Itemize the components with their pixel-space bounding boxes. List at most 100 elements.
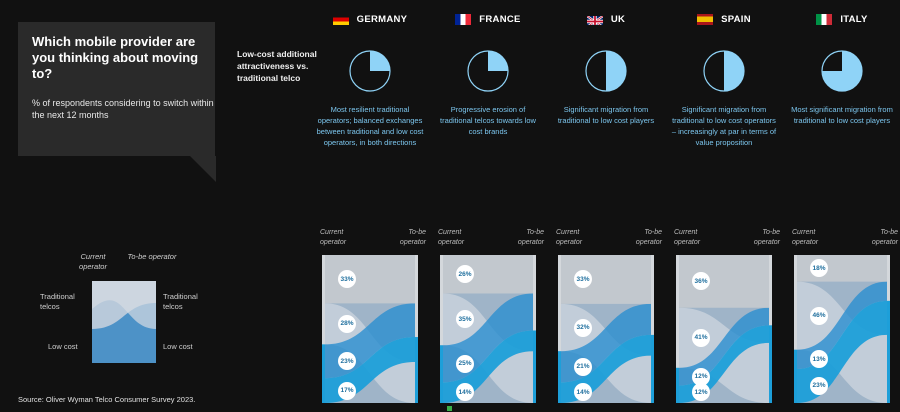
uk-flag-icon <box>586 14 603 25</box>
label-lowcost-to-traditional: 21% <box>574 357 592 376</box>
current-traditional-bar <box>558 255 561 352</box>
flow-lowcost-to-traditional <box>797 281 887 369</box>
current-traditional-bar <box>322 255 325 345</box>
label-lowcost-to-lowcost: 23% <box>810 376 828 395</box>
question-subtitle: % of respondents considering to switch w… <box>32 98 214 120</box>
country-description: Most significant migration from traditio… <box>791 105 893 125</box>
tobe-lowcost-bar <box>887 300 890 403</box>
label-lowcost-to-traditional: 25% <box>456 354 474 373</box>
france-flag-icon <box>455 14 472 25</box>
pie-slice <box>724 51 744 91</box>
country-description: Significant migration from traditional t… <box>671 105 777 147</box>
country-header: UK <box>546 14 666 25</box>
tobe-traditional-bar <box>651 255 654 335</box>
current-lowcost-bar <box>676 367 679 403</box>
current-operator-label: Current operator <box>674 229 701 246</box>
switching-sankey <box>558 255 654 403</box>
country-name: ITALY <box>840 14 868 25</box>
tobe-lowcost-bar <box>651 334 654 403</box>
tobe-traditional-bar <box>769 255 772 326</box>
current-lowcost-bar <box>794 349 797 403</box>
legend-lowcost-right: Low cost <box>163 342 193 351</box>
label-traditional-to-traditional: 36% <box>692 272 710 291</box>
question-title: Which mobile provider are you thinking a… <box>32 34 199 81</box>
current-operator-label: Current operator <box>438 229 465 246</box>
tobe-lowcost-bar <box>533 330 536 403</box>
label-traditional-to-lowcost: 32% <box>574 318 592 337</box>
country-description: Progressive erosion of traditional telco… <box>440 105 536 136</box>
pie-slice <box>488 51 508 71</box>
tobe-traditional-bar <box>887 255 890 301</box>
label-traditional-to-traditional: 26% <box>456 265 474 284</box>
switching-sankey <box>440 255 536 403</box>
country-header: SPAIN <box>664 14 784 25</box>
country-description: Most resilient traditional operators; ba… <box>316 105 424 147</box>
flow-traditional-to-traditional <box>561 255 651 304</box>
switching-sankey <box>322 255 418 403</box>
flow-traditional-to-traditional <box>679 255 769 308</box>
tobe-lowcost-bar <box>415 337 418 403</box>
spain-flag-icon <box>697 14 714 25</box>
country-header: GERMANY <box>310 14 430 25</box>
pie-slice <box>606 51 626 91</box>
label-lowcost-to-lowcost: 12% <box>692 383 710 401</box>
country-germany: GERMANY Most resilient traditional operat… <box>310 0 430 412</box>
current-lowcost-bar <box>558 351 561 403</box>
tobe-operator-label: To-be operator <box>399 229 426 246</box>
current-traditional-bar <box>440 255 443 346</box>
tobe-operator-label: To-be operator <box>517 229 544 246</box>
country-header: ITALY <box>782 14 900 25</box>
current-lowcost-bar <box>322 344 325 403</box>
attractiveness-pie <box>821 50 863 92</box>
tobe-operator-label: To-be operator <box>753 229 780 246</box>
country-description: Significant migration from traditional t… <box>557 105 655 125</box>
country-name: UK <box>610 14 626 25</box>
source-note: Source: Oliver Wyman Telco Consumer Surv… <box>18 395 196 404</box>
label-traditional-to-lowcost: 41% <box>692 328 710 347</box>
country-name: GERMANY <box>356 14 408 25</box>
pie-slice <box>822 51 862 91</box>
switching-sankey <box>794 255 890 403</box>
attractiveness-label: Low-cost additional attractiveness vs. t… <box>237 49 317 83</box>
label-traditional-to-traditional: 33% <box>574 270 592 289</box>
attractiveness-pie <box>703 50 745 92</box>
attractiveness-pie <box>349 50 391 92</box>
flow-lowcost-to-traditional <box>679 307 769 386</box>
legend-traditional-right: Traditional telcos <box>163 292 198 311</box>
italy-flag-icon <box>816 14 833 25</box>
label-lowcost-to-lowcost: 14% <box>456 383 474 401</box>
tobe-lowcost-bar <box>769 325 772 403</box>
label-traditional-to-lowcost: 35% <box>456 310 474 329</box>
country-uk: UK Significant migration from traditional… <box>546 0 666 412</box>
flow-traditional-to-traditional <box>443 255 533 294</box>
label-lowcost-to-lowcost: 17% <box>338 381 356 400</box>
label-lowcost-to-lowcost: 14% <box>574 383 592 401</box>
current-operator-label: Current operator <box>320 229 347 246</box>
label-lowcost-to-traditional: 13% <box>810 350 828 369</box>
legend-tobe-header: To-be operator <box>127 252 177 261</box>
legend-lowcost-left: Low cost <box>48 342 78 351</box>
tobe-operator-label: To-be operator <box>635 229 662 246</box>
label-traditional-to-traditional: 18% <box>810 259 828 278</box>
label-traditional-to-lowcost: 28% <box>338 314 356 333</box>
page-marker <box>447 406 452 411</box>
label-lowcost-to-traditional: 12% <box>692 367 710 386</box>
current-operator-label: Current operator <box>792 229 819 246</box>
country-france: FRANCE Progressive erosion of traditional… <box>428 0 548 412</box>
country-header: FRANCE <box>428 14 548 25</box>
flow-traditional-to-traditional <box>325 255 415 304</box>
switching-sankey <box>676 255 772 403</box>
legend-traditional-flow <box>92 281 156 329</box>
legend-current-header: Current operator <box>79 252 107 271</box>
legend-traditional-left: Traditional telcos <box>40 292 75 311</box>
label-lowcost-to-traditional: 23% <box>338 352 356 371</box>
attractiveness-pie <box>467 50 509 92</box>
country-name: FRANCE <box>479 14 521 25</box>
germany-flag-icon <box>332 14 349 25</box>
current-lowcost-bar <box>440 345 443 403</box>
country-name: SPAIN <box>721 14 751 25</box>
country-spain: SPAIN Significant migration from traditio… <box>664 0 784 412</box>
legend-sankey <box>92 281 156 363</box>
tobe-traditional-bar <box>533 255 536 331</box>
country-italy: ITALY Most significant migration from tra… <box>782 0 900 412</box>
